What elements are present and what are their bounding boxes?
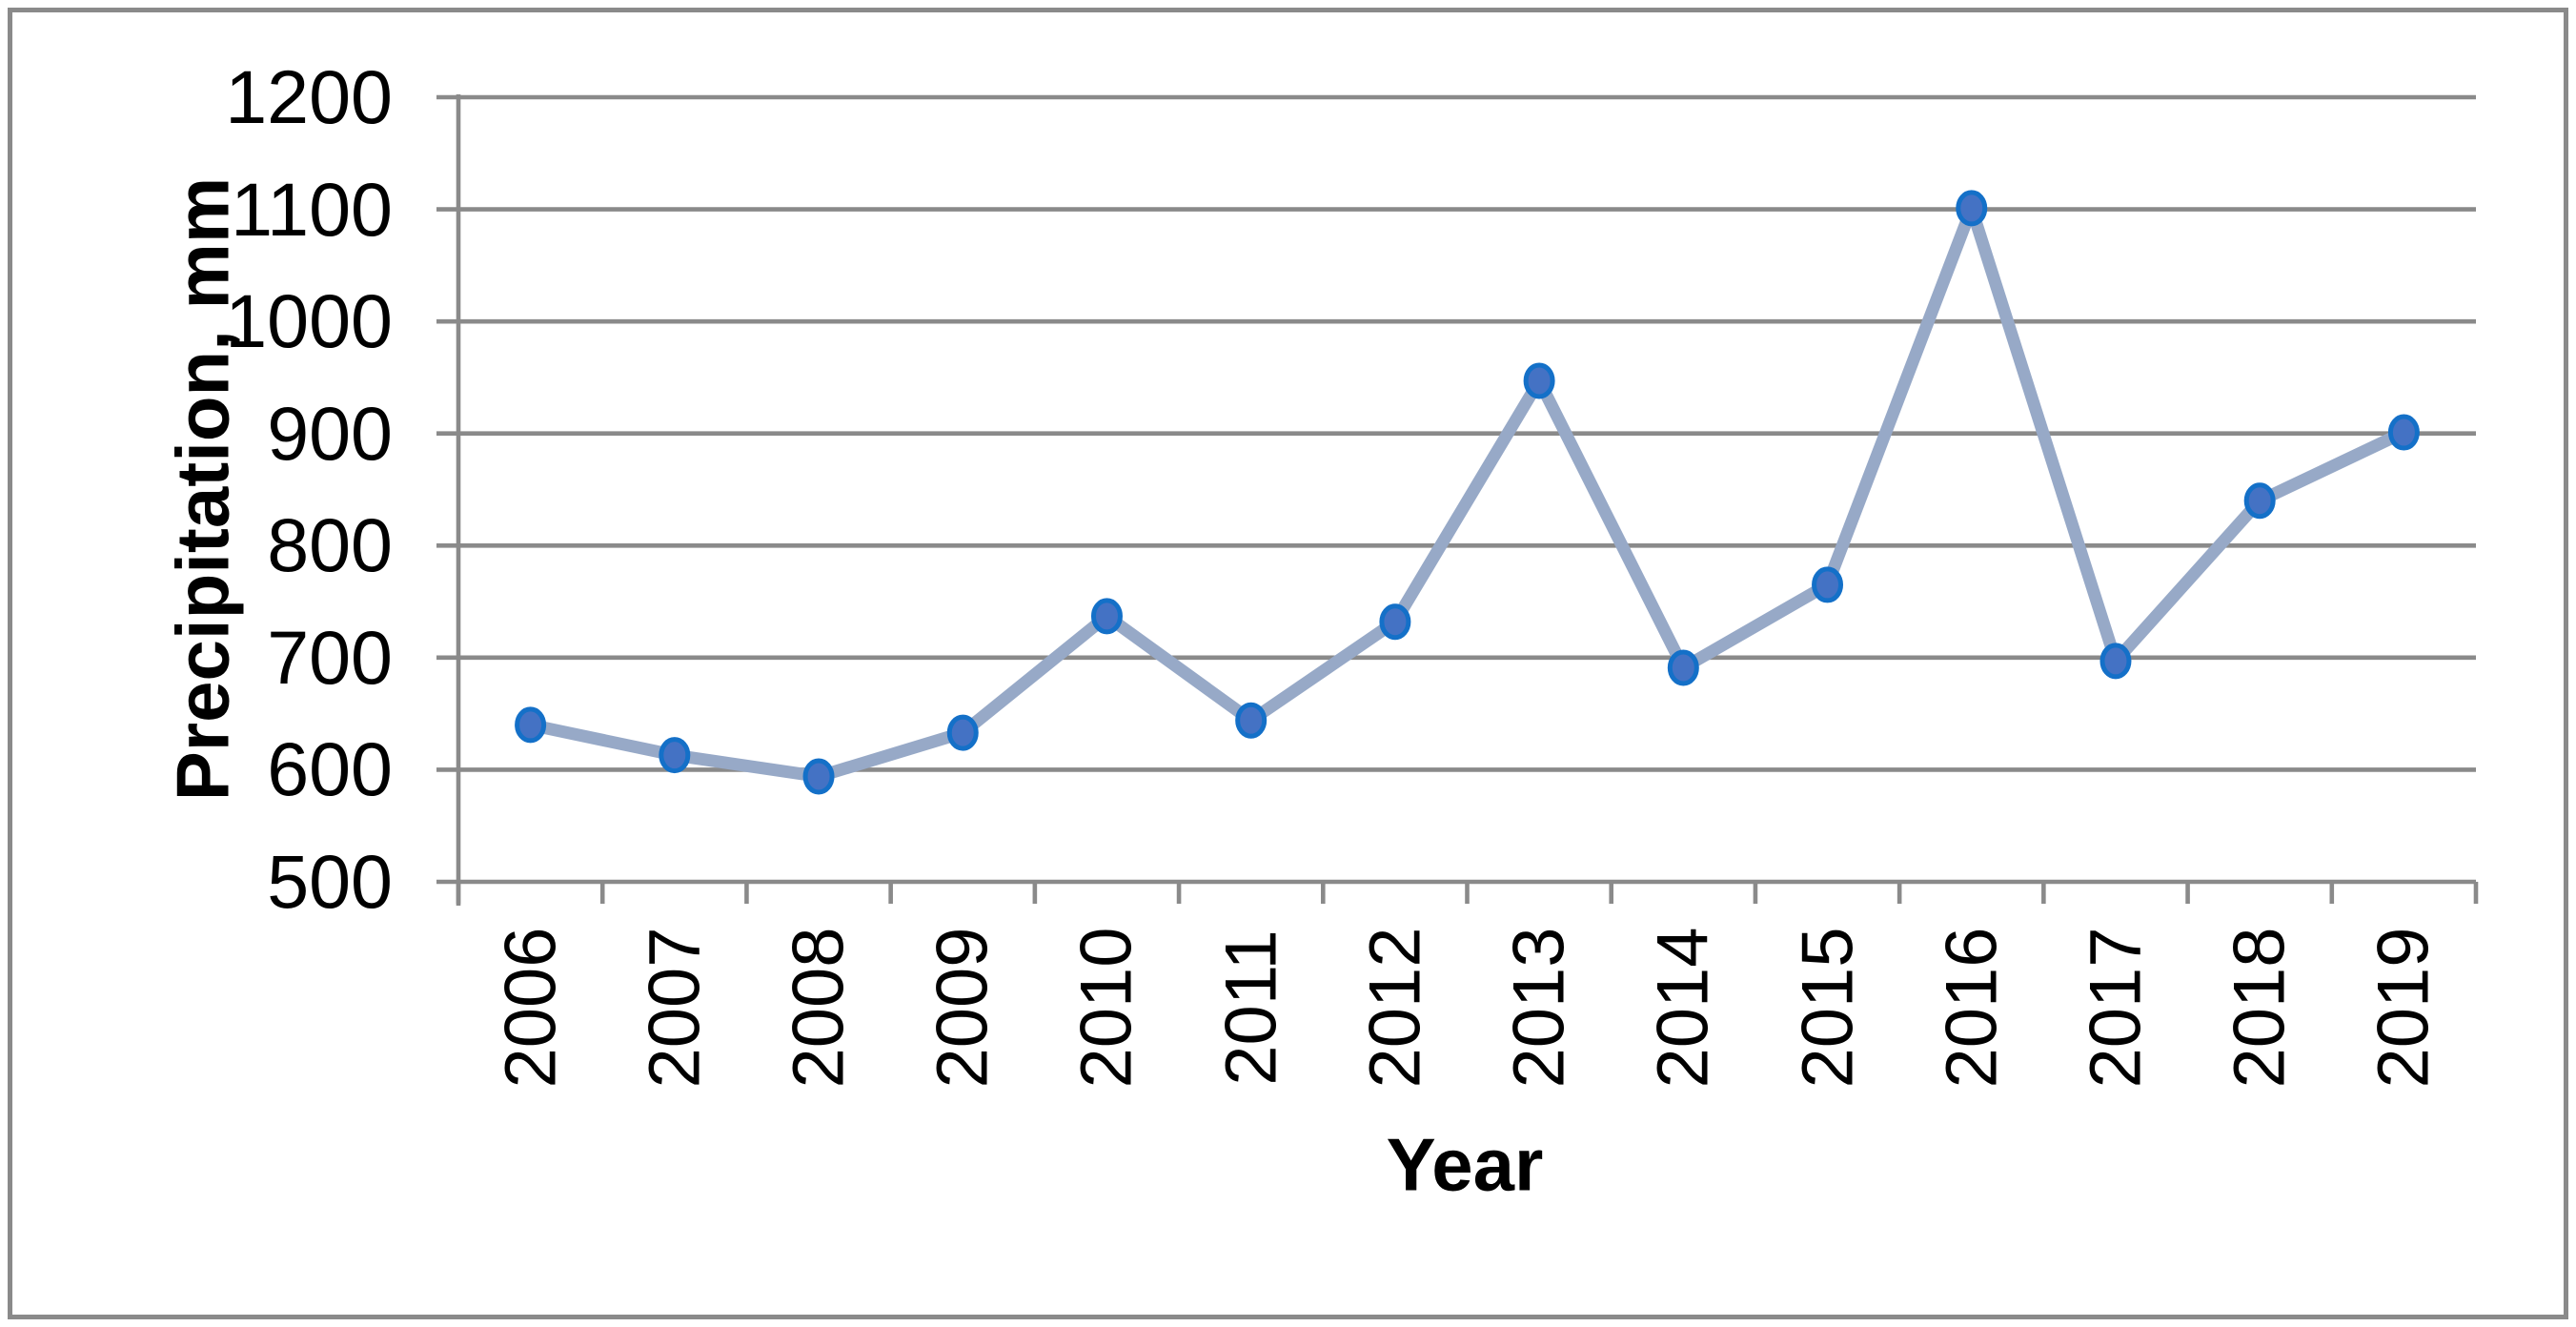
x-tick-label-2010: 2010 <box>1065 927 1147 1089</box>
data-point-2015 <box>1812 566 1844 603</box>
x-tick-label-2016: 2016 <box>1931 927 2013 1089</box>
x-tick-label-2019: 2019 <box>2363 927 2444 1089</box>
x-tick-label-2009: 2009 <box>922 927 1004 1089</box>
y-tick-label-500: 500 <box>267 839 393 924</box>
series-line <box>524 201 2410 783</box>
data-point-2014 <box>1667 649 1699 686</box>
y-tick-label-900: 900 <box>267 390 393 476</box>
y-tick-label-700: 700 <box>267 614 393 700</box>
x-axis-title: Year <box>1386 1122 1544 1207</box>
data-point-2019 <box>2387 414 2420 451</box>
x-tick-label-2007: 2007 <box>634 927 716 1089</box>
chart-outer-border <box>8 8 2568 1319</box>
data-point-2012 <box>1379 603 1411 641</box>
y-tick-label-1000: 1000 <box>225 278 393 364</box>
x-tick-label-2017: 2017 <box>2075 927 2157 1089</box>
x-tick-label-2012: 2012 <box>1354 927 1436 1089</box>
data-point-2008 <box>802 758 835 795</box>
data-point-2017 <box>2099 643 2132 680</box>
data-point-2016 <box>1956 190 1988 227</box>
y-tick-label-1100: 1100 <box>231 166 393 252</box>
x-tick-label-2018: 2018 <box>2219 927 2301 1089</box>
y-tick-label-600: 600 <box>267 726 393 812</box>
data-point-2013 <box>1523 362 1555 399</box>
data-point-2009 <box>946 714 979 751</box>
x-tick-label-2008: 2008 <box>778 927 860 1089</box>
x-tick-label-2015: 2015 <box>1787 927 1869 1089</box>
data-point-2010 <box>1090 598 1123 635</box>
x-tick-label-2014: 2014 <box>1642 927 1724 1089</box>
data-point-2011 <box>1235 702 1268 739</box>
data-point-2006 <box>515 706 547 744</box>
x-tick-label-2006: 2006 <box>490 927 572 1089</box>
data-point-2007 <box>659 737 691 774</box>
y-axis-title: Precipitation, mm <box>160 176 245 802</box>
y-tick-label-1200: 1200 <box>225 54 393 139</box>
data-point-2018 <box>2243 482 2276 520</box>
y-tick-label-800: 800 <box>267 502 393 588</box>
x-tick-label-2013: 2013 <box>1498 927 1580 1089</box>
x-tick-label-2011: 2011 <box>1210 929 1292 1086</box>
plot-area <box>436 94 2479 906</box>
